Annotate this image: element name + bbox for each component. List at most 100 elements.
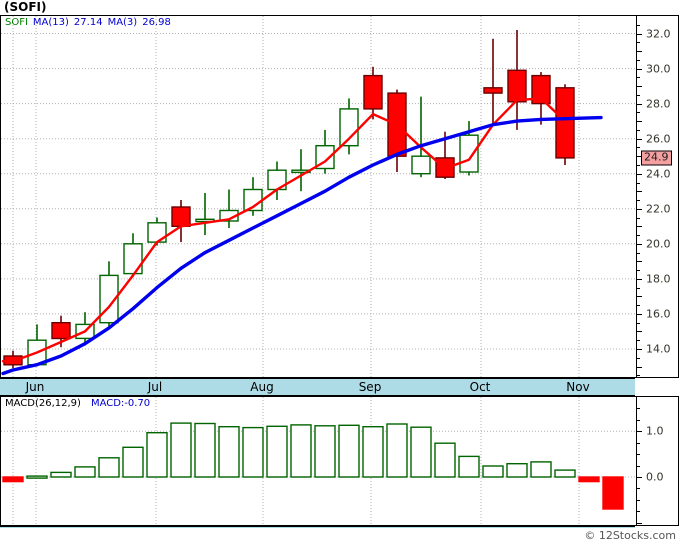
macd-bar [50, 471, 72, 478]
macd-axis-tick [636, 522, 642, 524]
price-legend: SOFI MA(13) 27.14 MA(3) 26.98 [5, 17, 171, 28]
month-label-jul: Jul [147, 380, 163, 394]
page-title: (SOFI) [4, 0, 47, 14]
price-axis-tick [636, 261, 642, 263]
price-axis-tick [636, 59, 640, 61]
candle [27, 324, 47, 367]
price-axis-tick [636, 182, 640, 184]
price-axis-tick [636, 287, 640, 289]
price-axis-tick [636, 243, 642, 245]
price-axis-tick [636, 138, 642, 140]
macd-bar [266, 425, 288, 478]
month-label-nov: Nov [566, 380, 590, 394]
macd-bar [602, 476, 624, 510]
macd-axis-tick [636, 499, 640, 501]
price-axis-tick [636, 357, 640, 359]
price-axis-tick [636, 305, 640, 307]
candle [339, 98, 359, 155]
candle [363, 66, 383, 120]
ma-long-line [1, 115, 603, 376]
candle [483, 38, 503, 125]
month-label-aug: Aug [250, 380, 274, 394]
macd-bar [578, 476, 600, 483]
macd-bar [218, 426, 240, 478]
macd-bar [530, 461, 552, 478]
candle [315, 129, 335, 174]
price-axis-tick-label: 28.0 [646, 97, 671, 111]
macd-chart-panel[interactable]: MACD(26,12,9) MACD:-0.70 1.0 0.0 [0, 396, 679, 526]
macd-bar [554, 469, 576, 478]
footer: © 12Stocks.com [0, 528, 680, 546]
legend-ma-long-value: 27.14 [73, 17, 103, 28]
macd-axis-tick [636, 477, 642, 478]
macd-axis-tick [636, 408, 640, 410]
macd-bar [386, 423, 408, 478]
macd-bar [242, 426, 264, 478]
macd-legend-name: MACD(26,12,9) [5, 398, 81, 409]
candle [123, 233, 143, 278]
macd-axis-tick-label: 1.0 [646, 424, 664, 438]
price-axis-tick [636, 68, 642, 70]
macd-axis-tick [636, 465, 640, 467]
macd-axis-tick [636, 442, 640, 444]
macd-bar [434, 442, 456, 478]
price-axis-tick-label: 24.0 [646, 167, 671, 181]
candle [555, 84, 575, 165]
candle [507, 30, 527, 130]
price-axis-tick [636, 226, 642, 228]
price-axis-tick [636, 200, 640, 201]
macd-bar [122, 446, 144, 478]
price-axis-tick [636, 278, 642, 280]
price-axis-tick [636, 252, 640, 254]
price-axis-tick-label: 18.0 [646, 272, 671, 286]
price-axis-line [636, 16, 637, 377]
price-axis-tick [636, 147, 640, 149]
month-label-oct: Oct [469, 380, 491, 394]
price-axis-tick [636, 121, 642, 123]
price-axis-tick [636, 42, 640, 44]
macd-bar [506, 462, 528, 478]
ma-short-line [1, 97, 567, 363]
macd-bar [410, 426, 432, 478]
price-axis-tick [636, 33, 642, 35]
macd-axis: 1.0 0.0 [636, 397, 678, 525]
macd-axis-tick [636, 419, 640, 421]
price-axis-tick [636, 375, 640, 377]
title-bar: (SOFI) [0, 0, 680, 15]
price-axis-tick [636, 129, 640, 131]
price-chart-panel[interactable]: SOFI MA(13) 27.14 MA(3) 26.98 32.0 30.0 28.0 26… [0, 15, 679, 378]
macd-axis-tick-label: 0.0 [646, 470, 664, 484]
macd-axis-line [636, 397, 637, 525]
price-axis-tick [636, 112, 640, 114]
month-label-jun: Jun [25, 380, 45, 394]
macd-bar [338, 424, 360, 478]
price-axis-tick [636, 208, 642, 210]
price-axis-tick [636, 173, 642, 175]
candle [171, 200, 191, 243]
candle [99, 261, 119, 327]
price-axis-tick [636, 94, 640, 96]
current-price-flag: 24.9 [641, 150, 672, 166]
price-axis-tick [636, 296, 642, 298]
price-axis: 32.0 30.0 28.0 26.0 24.0 22.0 20.0 18.0 16.0 14.0… [636, 16, 678, 377]
price-plot-area[interactable] [1, 16, 636, 377]
macd-bar [26, 475, 48, 479]
legend-symbol: SOFI [5, 17, 28, 28]
candle [411, 96, 431, 178]
price-axis-tick [636, 270, 640, 272]
macd-plot-area[interactable] [1, 397, 636, 525]
macd-legend-value: MACD:-0.70 [90, 398, 151, 409]
price-axis-tick [636, 86, 642, 88]
macd-axis-tick [636, 511, 640, 513]
candle [195, 193, 215, 236]
price-axis-tick-label: 30.0 [646, 62, 671, 76]
price-axis-tick [636, 103, 642, 105]
price-candlestick-svg [1, 16, 636, 377]
candle [291, 149, 311, 192]
price-axis-tick [636, 24, 640, 26]
macd-axis-tick [636, 488, 640, 490]
month-label-sep: Sep [358, 380, 382, 394]
price-axis-tick [636, 51, 642, 52]
price-axis-tick [636, 322, 640, 324]
macd-bar [458, 455, 480, 478]
